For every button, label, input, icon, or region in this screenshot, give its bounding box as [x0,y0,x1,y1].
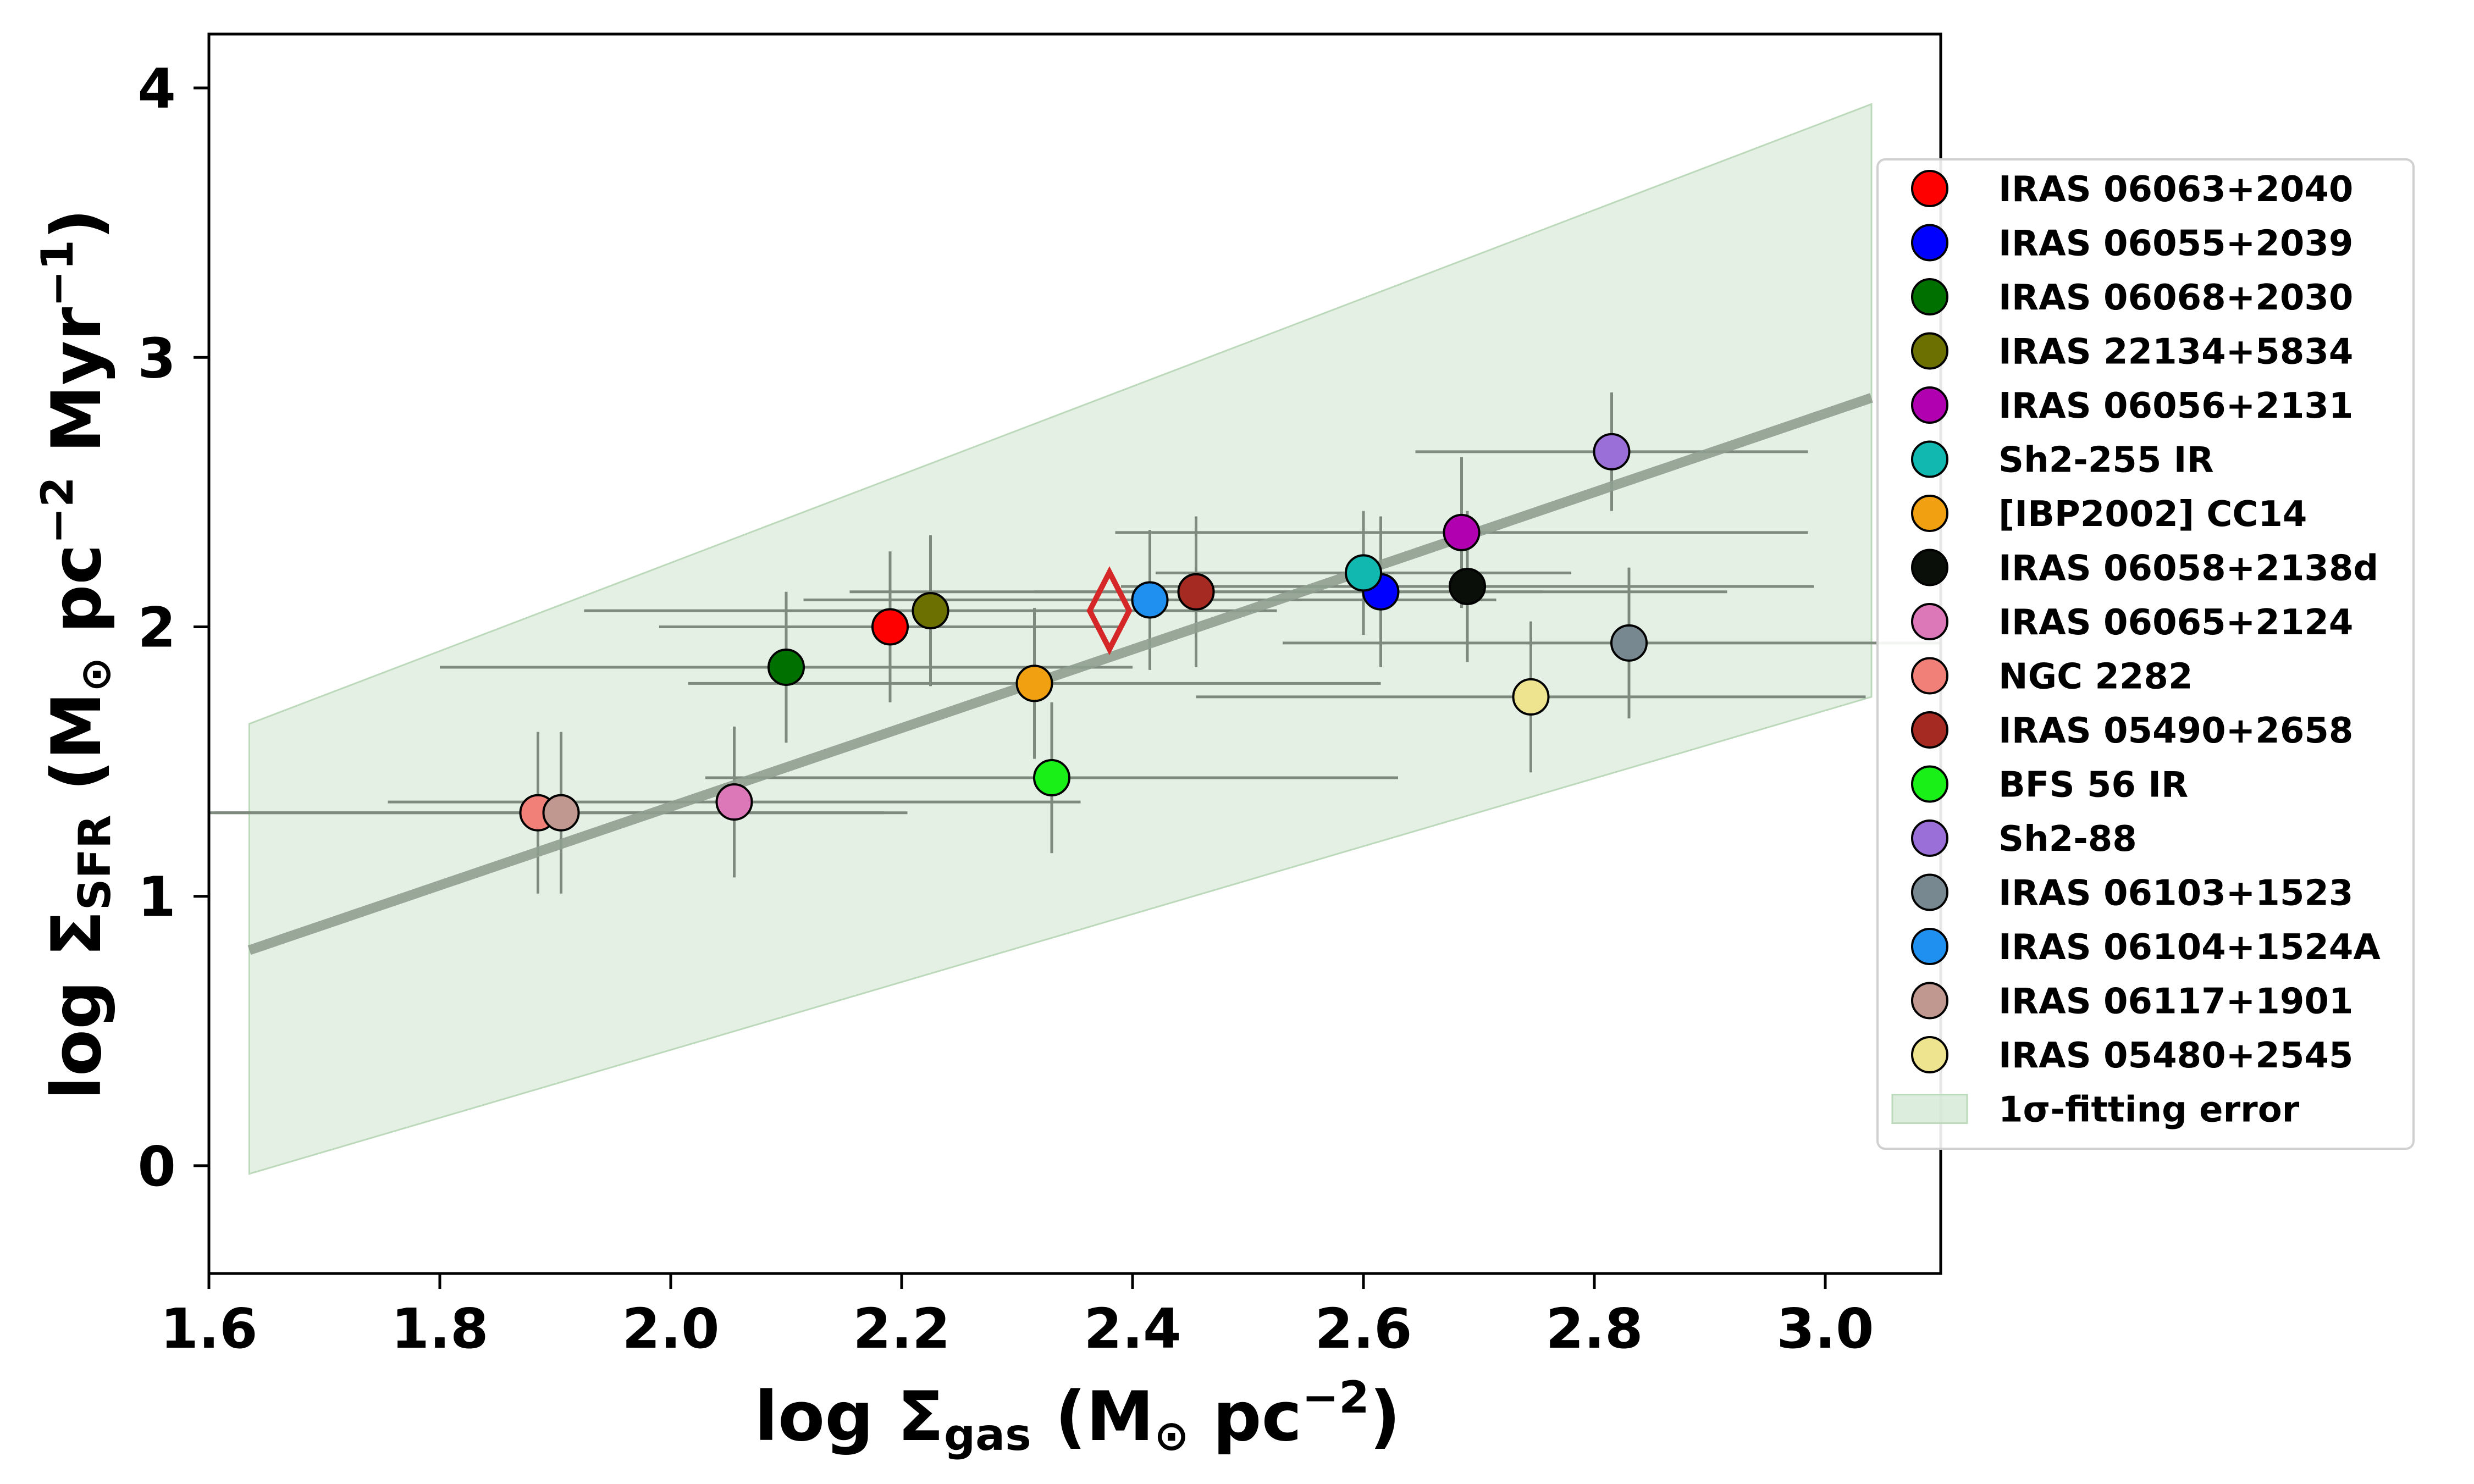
legend-marker [1911,224,1948,262]
data-point [715,783,753,821]
data-point [1593,433,1631,470]
x-tick-label: 2.2 [853,1297,950,1361]
data-point [1345,554,1382,592]
legend-marker [1911,603,1948,640]
legend-marker [1911,440,1948,478]
legend-label: IRAS 06055+2039 [1998,224,2353,264]
legend-label: [IBP2002] CC14 [1998,494,2307,535]
legend-label: Sh2-88 [1998,819,2137,860]
legend: IRAS 06063+2040 IRAS 06055+2039 IRAS 06068… [1876,158,2415,1150]
y-tick-label: 1 [137,865,176,929]
legend-marker [1911,765,1948,803]
legend-marker [1911,549,1948,586]
x-tick-label: 2.6 [1315,1297,1412,1361]
legend-label: IRAS 06065+2124 [1998,602,2353,643]
error-band [248,103,1873,1175]
x-tick-label: 2.0 [622,1297,719,1361]
data-point [1015,665,1053,702]
data-point [1443,513,1481,551]
legend-marker [1911,386,1948,424]
x-tick-label: 1.6 [160,1297,257,1361]
legend-label: IRAS 06117+1901 [1998,982,2353,1022]
legend-label: BFS 56 IR [1998,765,2188,806]
diamond-marker [1086,566,1133,655]
legend-label: IRAS 06063+2040 [1998,169,2353,210]
y-tick-label: 4 [137,57,176,121]
legend-label: IRAS 06103+1523 [1998,873,2353,914]
legend-marker [1911,982,1948,1020]
data-point [1512,678,1550,716]
fit-line [247,393,1873,955]
x-tick-label: 1.8 [391,1297,488,1361]
legend-marker [1911,711,1948,749]
ticks-layer: 1.6 1.8 2.0 2.2 2.4 2.6 2.8 3.0 0 1 2 3 4 [137,57,1874,1361]
data-point [871,608,909,646]
data-point [767,649,805,686]
data-point [1131,581,1169,619]
y-tick-label: 2 [137,595,176,660]
legend-label: IRAS 06068+2030 [1998,278,2353,318]
y-tick-label: 0 [137,1134,176,1199]
legend-label: IRAS 05490+2658 [1998,711,2353,751]
data-point [1033,759,1070,796]
x-tick-label: 2.8 [1545,1297,1643,1361]
x-axis-label: log Σgas (M⊙ pc−2) [755,1372,1401,1460]
legend-label: IRAS 22134+5834 [1998,332,2353,373]
x-tick-label: 3.0 [1776,1297,1874,1361]
legend-label: IRAS 05480+2545 [1998,1036,2353,1076]
data-point [912,592,949,630]
legend-label: NGC 2282 [1998,657,2193,697]
y-axis-label: log ΣSFR (M⊙ pc−2 Myr−1) [32,208,120,1099]
legend-frame [1876,158,2415,1150]
error-band-layer [248,103,1873,1175]
legend-marker [1911,928,1948,965]
data-point [542,794,580,832]
legend-label: 1σ-fitting error [1998,1090,2300,1131]
legend-marker [1911,332,1948,370]
legend-marker [1911,819,1948,857]
fit-line-layer [247,393,1873,955]
y-tick-label: 3 [137,326,176,390]
legend-label: IRAS 06056+2131 [1998,386,2353,427]
data-point [1177,573,1215,611]
legend-label: Sh2-255 IR [1998,440,2214,481]
legend-marker [1911,278,1948,315]
legend-marker [1911,657,1948,695]
data-point [1449,567,1486,605]
legend-marker [1911,170,1948,207]
legend-label: IRAS 06058+2138d [1998,549,2378,589]
points-layer [519,433,1648,832]
legend-band-swatch [1891,1094,1968,1124]
legend-marker [1911,495,1948,532]
legend-marker [1911,873,1948,911]
legend-label: IRAS 06104+1524A [1998,927,2381,968]
legend-marker [1911,1036,1948,1073]
data-point [1610,624,1648,662]
x-tick-label: 2.4 [1084,1297,1181,1361]
